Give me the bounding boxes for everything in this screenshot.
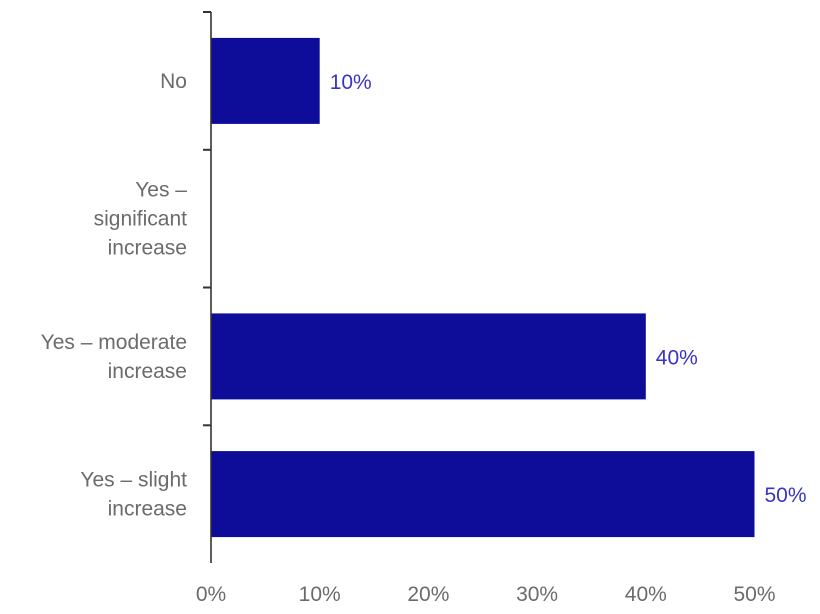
bar-3 xyxy=(211,451,755,538)
category-label-3: Yes – slight increase xyxy=(80,469,187,521)
category-label-1: Yes – significant increase xyxy=(94,179,188,260)
bar-2 xyxy=(211,313,646,400)
x-tick-label-0: 0% xyxy=(196,583,226,606)
x-tick-label-3: 30% xyxy=(516,583,558,606)
data-label-3: 50% xyxy=(765,484,807,507)
data-label-2: 40% xyxy=(656,346,698,369)
category-label-0: No xyxy=(160,70,187,93)
bars-layer xyxy=(211,37,755,538)
x-tick-label-2: 20% xyxy=(407,583,449,606)
category-label-2: Yes – moderate increase xyxy=(41,331,187,383)
bar-0 xyxy=(211,37,320,124)
x-tick-label-1: 10% xyxy=(299,583,341,606)
axes-layer xyxy=(203,11,212,563)
x-tick-label-4: 40% xyxy=(625,583,667,606)
labels-layer: 10% 40% 50% No Yes – significant increase Yes –… xyxy=(41,70,807,606)
x-tick-label-5: 50% xyxy=(733,583,775,606)
data-label-0: 10% xyxy=(330,71,372,94)
